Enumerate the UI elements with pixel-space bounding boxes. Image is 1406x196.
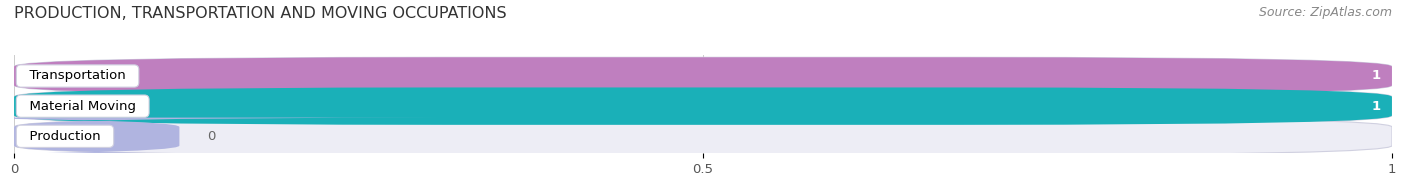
FancyBboxPatch shape — [14, 87, 1392, 125]
Text: 0: 0 — [207, 130, 215, 143]
Text: Source: ZipAtlas.com: Source: ZipAtlas.com — [1258, 6, 1392, 19]
FancyBboxPatch shape — [14, 87, 1392, 125]
Text: Production: Production — [21, 130, 110, 143]
FancyBboxPatch shape — [14, 118, 1392, 155]
Text: Transportation: Transportation — [21, 70, 134, 83]
FancyBboxPatch shape — [14, 57, 1392, 95]
FancyBboxPatch shape — [0, 118, 441, 155]
Text: Material Moving: Material Moving — [21, 100, 145, 113]
Text: PRODUCTION, TRANSPORTATION AND MOVING OCCUPATIONS: PRODUCTION, TRANSPORTATION AND MOVING OC… — [14, 6, 506, 21]
FancyBboxPatch shape — [14, 57, 1392, 95]
Text: 1: 1 — [1372, 100, 1381, 113]
Text: 1: 1 — [1372, 70, 1381, 83]
